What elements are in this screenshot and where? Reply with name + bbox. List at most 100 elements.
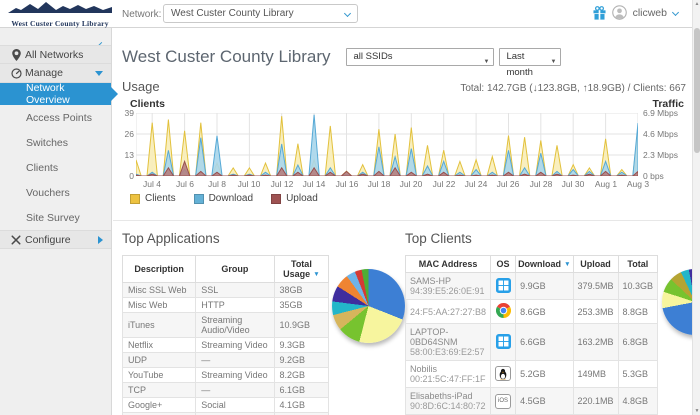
sidebar-item-label: Site Survey xyxy=(26,212,80,224)
cell-description: TCP xyxy=(123,383,196,398)
scroll-up-icon[interactable]: ▲ xyxy=(693,1,700,7)
column-header-group[interactable]: Group xyxy=(196,256,274,283)
usage-heading: Usage xyxy=(122,79,160,94)
cell-group: SSL xyxy=(196,283,274,298)
column-header-mac-address[interactable]: MAC Address xyxy=(406,256,491,273)
select-arrow-icon: ▼ xyxy=(551,54,557,70)
x-axis-label: Jul 16 xyxy=(330,179,364,189)
sidebar-item-manage[interactable]: Manage xyxy=(0,64,111,83)
sidebar-item-label: Configure xyxy=(25,234,71,246)
cell-mac-address: LAPTOP-0BD64SNM58:00:E3:69:E2:57 xyxy=(406,324,491,361)
vertical-scrollbar[interactable]: ▲ ▼ xyxy=(692,0,700,415)
sidebar: All Networks ManageNetwork Overview Access… xyxy=(0,28,112,415)
table-row: Misc WebHTTP35GB xyxy=(123,298,329,313)
sidebar-item-label: Vouchers xyxy=(26,187,70,199)
sort-desc-icon: ▼ xyxy=(313,271,319,278)
mountain-logo-icon xyxy=(8,1,112,14)
cell-total: 10.3GB xyxy=(618,273,658,300)
cell-group: Streaming Video xyxy=(196,368,274,383)
legend-label: Download xyxy=(209,193,253,204)
left-axis-tick: 0 xyxy=(122,171,134,181)
table-row: iTunesStreaming Audio/Video10.9GB xyxy=(123,313,329,338)
column-header-total-usage[interactable]: Total Usage▼ xyxy=(274,256,329,283)
sidebar-item-configure[interactable]: Configure xyxy=(0,230,111,249)
cell-group: Social xyxy=(196,398,274,413)
x-axis-label: Aug 1 xyxy=(589,179,623,189)
sidebar-item-switches[interactable]: Switches xyxy=(0,130,111,155)
top-applications-heading: Top Applications xyxy=(122,231,405,246)
cell-upload: 253.3MB xyxy=(573,300,618,324)
network-select[interactable]: West Custer County Library xyxy=(163,4,358,23)
sidebar-item-network-overview[interactable]: Network Overview xyxy=(0,83,111,105)
x-axis-label: Jul 28 xyxy=(524,179,558,189)
map-pin-icon xyxy=(7,49,25,61)
top-clients-table: MAC AddressOSDownload▼UploadTotalSAMS-HP… xyxy=(405,255,658,415)
table-header-row: DescriptionGroupTotal Usage▼ xyxy=(123,256,329,283)
user-chevron-down-icon[interactable] xyxy=(672,9,679,16)
time-filter-select[interactable]: Last month ▼ xyxy=(499,48,561,66)
sidebar-item-site-survey[interactable]: Site Survey xyxy=(0,205,111,230)
left-axis-tick: 26 xyxy=(122,129,134,139)
ssid-filter-select[interactable]: all SSIDs ▼ xyxy=(346,48,494,66)
sidebar-item-label: All Networks xyxy=(25,49,83,61)
page-title: West Custer County Library xyxy=(122,47,330,67)
cell-download: 9.9GB xyxy=(516,273,573,300)
avatar-icon[interactable] xyxy=(612,5,627,20)
usage-chart: Clients Traffic 3926130 6.9 Mbps4.6 Mbps… xyxy=(122,98,686,208)
column-header-os[interactable]: OS xyxy=(491,256,516,273)
cell-total-usage: 35GB xyxy=(274,298,329,313)
gift-icon[interactable] xyxy=(593,6,606,20)
cell-download: 4.5GB xyxy=(516,388,573,415)
table-row: TCP—6.1GB xyxy=(123,383,329,398)
column-header-download[interactable]: Download▼ xyxy=(516,256,573,273)
cell-total-usage: 6.1GB xyxy=(274,383,329,398)
table-row: LAPTOP-0BD64SNM58:00:E3:69:E2:576.6GB163… xyxy=(406,324,658,361)
column-header-total[interactable]: Total xyxy=(618,256,658,273)
cell-group: — xyxy=(196,353,274,368)
ssid-filter-value: all SSIDs xyxy=(353,51,392,62)
table-row: YouTubeStreaming Video8.2GB xyxy=(123,368,329,383)
left-axis-tick: 13 xyxy=(122,150,134,160)
sidebar-item-label: Switches xyxy=(26,137,68,149)
time-filter-value: Last month xyxy=(506,51,532,78)
top-clients-heading: Top Clients xyxy=(405,231,700,246)
user-menu[interactable]: clicweb xyxy=(633,7,667,19)
right-axis-tick: 2.3 Mbps xyxy=(643,150,678,160)
scrollbar-thumb[interactable] xyxy=(694,28,700,153)
usage-total: Total: 142.7GB (↓123.8GB, ↑18.9GB) / Cli… xyxy=(460,83,686,94)
sidebar-item-label: Access Points xyxy=(26,112,92,124)
legend-item-clients: Clients xyxy=(130,193,176,204)
cell-upload: 220.1MB xyxy=(573,388,618,415)
tools-icon xyxy=(7,235,25,245)
cell-total-usage: 10.9GB xyxy=(274,313,329,338)
cell-download: 5.2GB xyxy=(516,361,573,388)
cell-total-usage: 8.2GB xyxy=(274,368,329,383)
sidebar-item-all-networks[interactable]: All Networks xyxy=(0,45,111,64)
x-axis-label: Jul 12 xyxy=(265,179,299,189)
section-divider xyxy=(113,220,692,221)
top-applications-table: DescriptionGroupTotal Usage▼Misc SSL Web… xyxy=(122,255,329,415)
cell-upload: 379.5MB xyxy=(573,273,618,300)
logo[interactable]: West Custer County Library xyxy=(5,1,115,28)
gauge-icon xyxy=(7,68,25,79)
sidebar-item-clients[interactable]: Clients xyxy=(0,155,111,180)
scroll-down-icon[interactable]: ▼ xyxy=(693,408,700,414)
column-header-upload[interactable]: Upload xyxy=(573,256,618,273)
sidebar-item-label: Clients xyxy=(26,162,58,174)
legend-item-upload: Upload xyxy=(271,193,318,204)
chart-legend: Clients Download Upload xyxy=(130,193,318,204)
table-row: Nobilis00:21:5C:47:FF:1F5.2GB149MB5.3GB xyxy=(406,361,658,388)
main-content: West Custer County Library all SSIDs ▼ L… xyxy=(113,28,692,415)
right-axis-tick: 6.9 Mbps xyxy=(643,108,678,118)
cell-group: HTTP xyxy=(196,298,274,313)
legend-item-download: Download xyxy=(194,193,253,204)
sidebar-item-access-points[interactable]: Access Points xyxy=(0,105,111,130)
cell-description: Netflix xyxy=(123,338,196,353)
sidebar-item-label: Network Overview xyxy=(26,82,111,106)
legend-swatch-icon xyxy=(271,194,281,204)
sidebar-item-vouchers[interactable]: Vouchers xyxy=(0,180,111,205)
table-header-row: MAC AddressOSDownload▼UploadTotal xyxy=(406,256,658,273)
x-axis-label: Jul 14 xyxy=(297,179,331,189)
cell-description: Google+ xyxy=(123,398,196,413)
column-header-description[interactable]: Description xyxy=(123,256,196,283)
